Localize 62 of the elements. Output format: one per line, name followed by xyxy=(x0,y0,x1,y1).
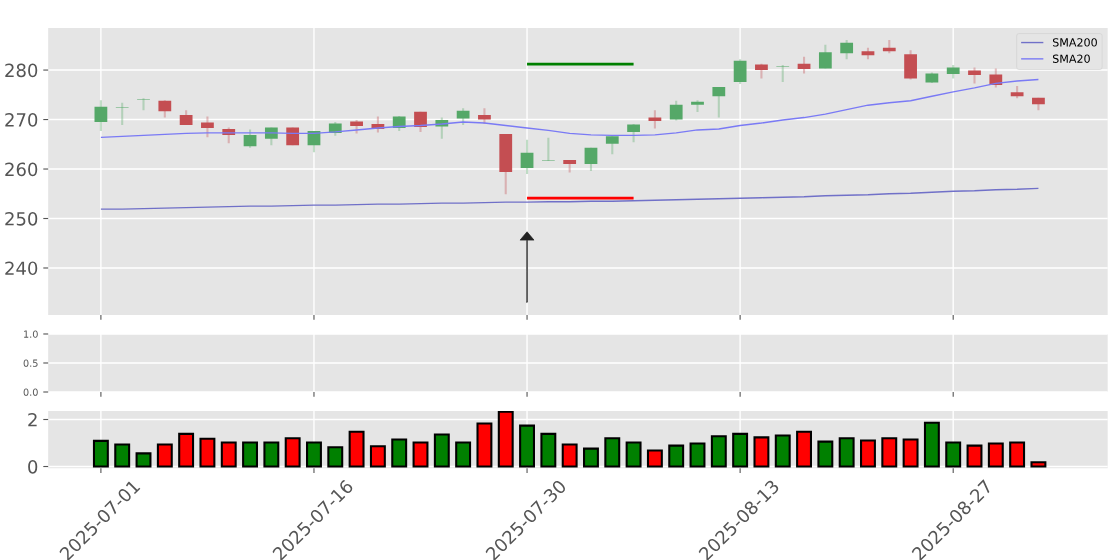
bar xyxy=(689,442,706,468)
y-tick-label: 0.5 xyxy=(23,359,38,367)
candlestick xyxy=(137,97,150,112)
bar xyxy=(242,441,259,468)
bar xyxy=(1009,441,1026,468)
y-tick-label: 2 xyxy=(28,412,37,427)
bar xyxy=(881,437,898,468)
bar xyxy=(583,447,599,468)
bar xyxy=(710,435,727,468)
bar xyxy=(135,452,152,468)
bar xyxy=(668,444,685,468)
line-series xyxy=(100,187,1040,210)
bar xyxy=(1030,461,1047,468)
y-tick-label: 0 xyxy=(28,459,38,474)
bar xyxy=(604,437,621,468)
bar xyxy=(327,446,344,468)
bar xyxy=(156,443,173,468)
y-tick-label: 270 xyxy=(5,113,38,127)
y-tick-label: 1.0 xyxy=(24,330,38,338)
y-tick-label: 240 xyxy=(5,261,38,276)
bar xyxy=(220,441,237,468)
bar xyxy=(625,441,642,468)
bar xyxy=(902,438,919,468)
bar xyxy=(540,432,557,468)
bar xyxy=(433,433,450,468)
bar xyxy=(178,432,195,468)
bar xyxy=(987,442,1004,468)
bar xyxy=(519,424,536,468)
bar xyxy=(753,436,770,468)
bar xyxy=(412,441,429,468)
bar xyxy=(966,444,983,468)
bar xyxy=(817,440,834,468)
bar xyxy=(497,411,514,468)
bar xyxy=(284,437,301,468)
y-tick-label: 250 xyxy=(5,211,38,226)
legend-label: SMA20 xyxy=(1052,54,1090,63)
bar xyxy=(774,434,791,468)
candlestick xyxy=(691,99,704,114)
bar xyxy=(114,443,131,468)
y-tick-label: 280 xyxy=(5,63,38,78)
bar xyxy=(796,430,813,468)
y-tick-label: 260 xyxy=(5,162,38,177)
bar xyxy=(369,445,386,468)
bar xyxy=(306,441,322,468)
bar xyxy=(476,422,493,468)
bar xyxy=(838,437,855,468)
bar xyxy=(561,443,578,468)
y-tick-label: 0.0 xyxy=(23,388,38,396)
bar xyxy=(860,439,876,468)
candlestick xyxy=(776,64,790,83)
bar xyxy=(92,439,109,468)
bar xyxy=(348,430,365,468)
bar xyxy=(945,441,962,468)
bar xyxy=(732,432,749,468)
bar xyxy=(455,441,472,468)
bar xyxy=(263,441,280,468)
bar xyxy=(391,438,408,468)
bar xyxy=(199,437,216,468)
bar xyxy=(923,421,940,468)
candlestick xyxy=(968,66,981,85)
legend-label: SMA200 xyxy=(1052,38,1097,47)
bar xyxy=(646,449,663,468)
